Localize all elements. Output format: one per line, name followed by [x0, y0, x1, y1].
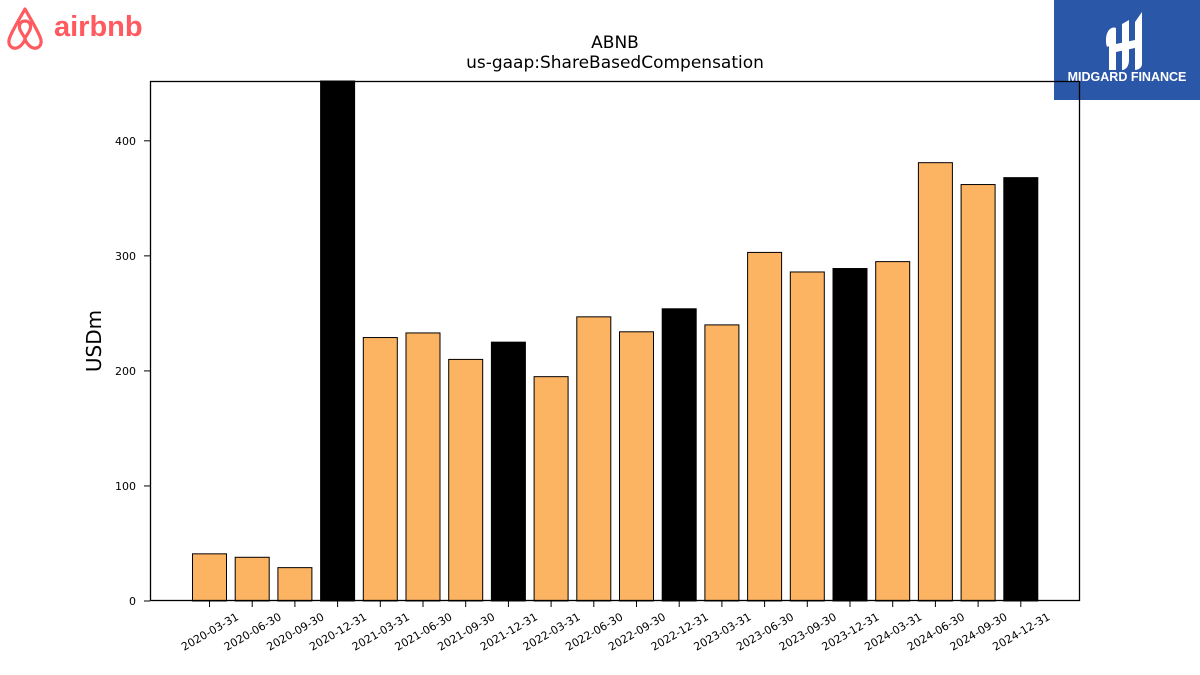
bar-2020-03-31: [192, 553, 227, 602]
bar-2023-09-30: [789, 271, 825, 602]
y-tick-label: 300: [115, 250, 136, 263]
bar-2022-12-31: [661, 308, 697, 602]
chart-title: ABNB: [591, 33, 639, 53]
bar-2021-06-30: [405, 332, 441, 602]
bar-2022-03-31: [533, 376, 569, 602]
y-tick-label: 0: [129, 595, 136, 608]
plot-frame: [149, 80, 1081, 602]
bar-2023-03-31: [704, 324, 740, 602]
bar-2024-09-30: [960, 184, 996, 602]
y-tick-label: 200: [115, 365, 136, 378]
x-axis: 2020-03-312020-06-302020-09-302020-12-31…: [179, 601, 1052, 654]
midgard-finance-logo: MIDGARD FINANCE: [1054, 0, 1200, 100]
bar-2021-12-31: [490, 341, 526, 602]
chart-subtitle: us-gaap:ShareBasedCompensation: [466, 53, 764, 73]
midgard-finance-icon: MIDGARD FINANCE: [1068, 12, 1187, 84]
bar-2023-12-31: [832, 268, 868, 602]
airbnb-wordmark: airbnb: [54, 11, 143, 43]
airbnb-logo: airbnb: [7, 7, 143, 50]
y-axis: 0 100 200 300 400: [115, 135, 150, 608]
y-axis-label: USDm: [82, 310, 106, 372]
bar-2024-12-31: [1003, 177, 1039, 602]
bar-2021-09-30: [448, 358, 484, 602]
bar-2023-06-30: [747, 251, 783, 602]
bars-group: [192, 80, 1039, 602]
bar-2024-03-31: [875, 261, 911, 602]
midgard-finance-wordmark: MIDGARD FINANCE: [1068, 70, 1187, 84]
bar-2020-12-31: [320, 80, 356, 602]
airbnb-belo-icon: [7, 7, 43, 50]
bar-2020-09-30: [277, 567, 313, 602]
bar-2022-09-30: [619, 331, 654, 602]
y-tick-label: 100: [115, 480, 136, 493]
bar-2020-06-30: [234, 556, 270, 602]
bar-2022-06-30: [576, 316, 612, 602]
bar-2021-03-31: [362, 337, 398, 602]
bar-2024-06-30: [917, 162, 953, 602]
y-tick-label: 400: [115, 135, 136, 148]
